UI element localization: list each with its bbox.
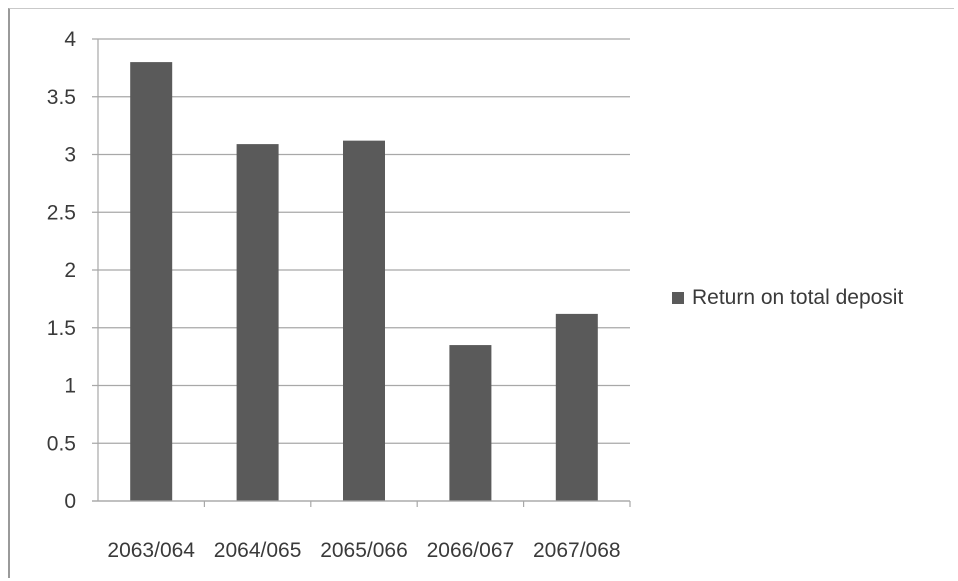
y-tick-label: 2 (64, 259, 76, 282)
y-axis-ticks: 0 0.5 1 1.5 2 2.5 3 3.5 4 (47, 28, 77, 513)
x-tick-label: 2065/066 (320, 539, 408, 562)
legend-swatch (672, 292, 684, 304)
x-tick-label: 2063/064 (107, 539, 195, 562)
x-tick-label: 2067/068 (533, 539, 621, 562)
y-tick-label: 3.5 (47, 86, 76, 109)
y-tick-label: 0.5 (47, 432, 76, 455)
bar-2065-066 (343, 140, 385, 501)
x-tick-label: 2064/065 (214, 539, 302, 562)
y-tick-label: 1 (64, 375, 76, 398)
bar-2066-067 (449, 345, 492, 501)
bar-2064-065 (236, 144, 279, 502)
bars (130, 62, 631, 507)
y-tick-label: 4 (64, 28, 76, 51)
y-tick-label: 1.5 (47, 317, 76, 340)
legend: Return on total deposit (672, 286, 903, 310)
x-axis-labels: 2063/064 2064/065 2065/066 2066/067 2067/068 (107, 539, 620, 562)
bar-2063-064 (130, 62, 173, 501)
x-tick-label: 2066/067 (427, 539, 515, 562)
bar-2067-068 (555, 313, 598, 501)
y-tick-label: 3 (64, 144, 76, 167)
y-tick-label: 2.5 (47, 201, 76, 224)
y-tick-label: 0 (64, 490, 76, 513)
legend-label: Return on total deposit (692, 286, 904, 309)
